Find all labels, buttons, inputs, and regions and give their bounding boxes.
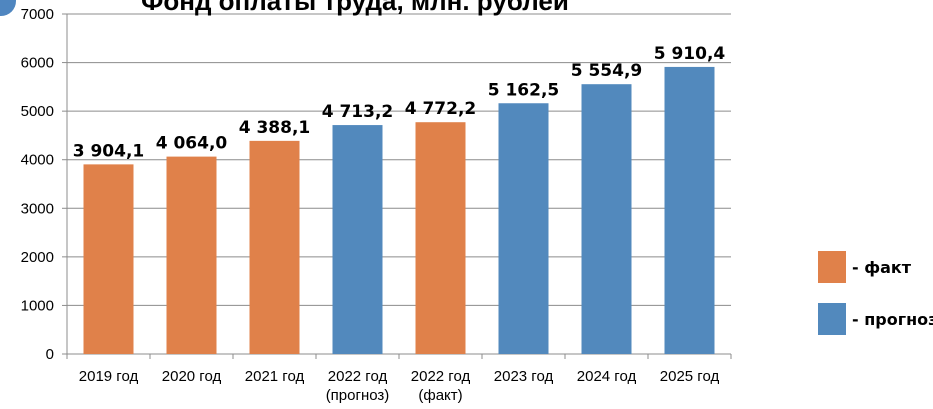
- y-tick-label: 5000: [21, 103, 54, 120]
- legend-item-fact: - факт: [818, 251, 933, 283]
- y-tick-label: 1000: [21, 297, 54, 314]
- data-label: 4 713,2: [322, 102, 394, 122]
- x-tick-label-line: (прогноз): [326, 387, 390, 404]
- bar: [664, 66, 715, 354]
- data-label: 4 064,0: [156, 134, 228, 154]
- chart-title: Фонд оплаты труда, млн. рублей: [141, 0, 569, 16]
- x-tick-label-line: 2022 год: [411, 368, 471, 385]
- y-tick-label: 7000: [21, 6, 54, 23]
- data-label: 3 904,1: [73, 141, 145, 161]
- bar: [83, 164, 134, 354]
- legend: - факт - прогноз: [818, 251, 933, 355]
- x-tick-label-line: 2020 год: [162, 368, 222, 385]
- data-label: 5 554,9: [571, 61, 643, 81]
- bar: [332, 125, 383, 354]
- y-tick-label: 0: [46, 346, 54, 363]
- x-tick-label-line: 2021 год: [245, 368, 305, 385]
- x-tick-label-line: 2022 год: [328, 368, 388, 385]
- legend-item-forecast: - прогноз: [818, 303, 933, 335]
- x-tick-label: 2019 год: [79, 368, 139, 385]
- legend-swatch-fact: [818, 251, 846, 283]
- x-tick-label: 2020 год: [162, 368, 222, 385]
- y-tick-label: 4000: [21, 152, 54, 169]
- bar: [249, 140, 300, 354]
- x-tick-label-line: 2023 год: [494, 368, 554, 385]
- x-tick-label: 2025 год: [660, 368, 720, 385]
- x-tick-label: 2024 год: [577, 368, 637, 385]
- y-tick-label: 3000: [21, 200, 54, 217]
- x-tick-label-line: 2024 год: [577, 368, 637, 385]
- data-label: 4 388,1: [239, 118, 311, 138]
- y-tick-label: 6000: [21, 55, 54, 72]
- x-tick-label: 2023 год: [494, 368, 554, 385]
- legend-swatch-forecast: [818, 303, 846, 335]
- y-tick-label: 2000: [21, 249, 54, 266]
- legend-label-fact: - факт: [852, 257, 912, 277]
- bar: [581, 84, 632, 354]
- data-label: 5 162,5: [488, 80, 560, 100]
- bar: [415, 122, 466, 354]
- x-tick-label: 2021 год: [245, 368, 305, 385]
- bar: [498, 103, 549, 354]
- x-tick-label: 2022 год (прогноз): [326, 368, 390, 404]
- legend-label-forecast: - прогноз: [852, 309, 933, 329]
- x-tick-label-line: 2019 год: [79, 368, 139, 385]
- data-label: 5 910,4: [654, 44, 726, 64]
- x-tick-label-line: (факт): [418, 387, 462, 404]
- data-label: 4 772,2: [405, 99, 477, 119]
- bar: [166, 156, 217, 354]
- x-tick-label: 2022 год (факт): [411, 368, 471, 404]
- x-tick-label-line: 2025 год: [660, 368, 720, 385]
